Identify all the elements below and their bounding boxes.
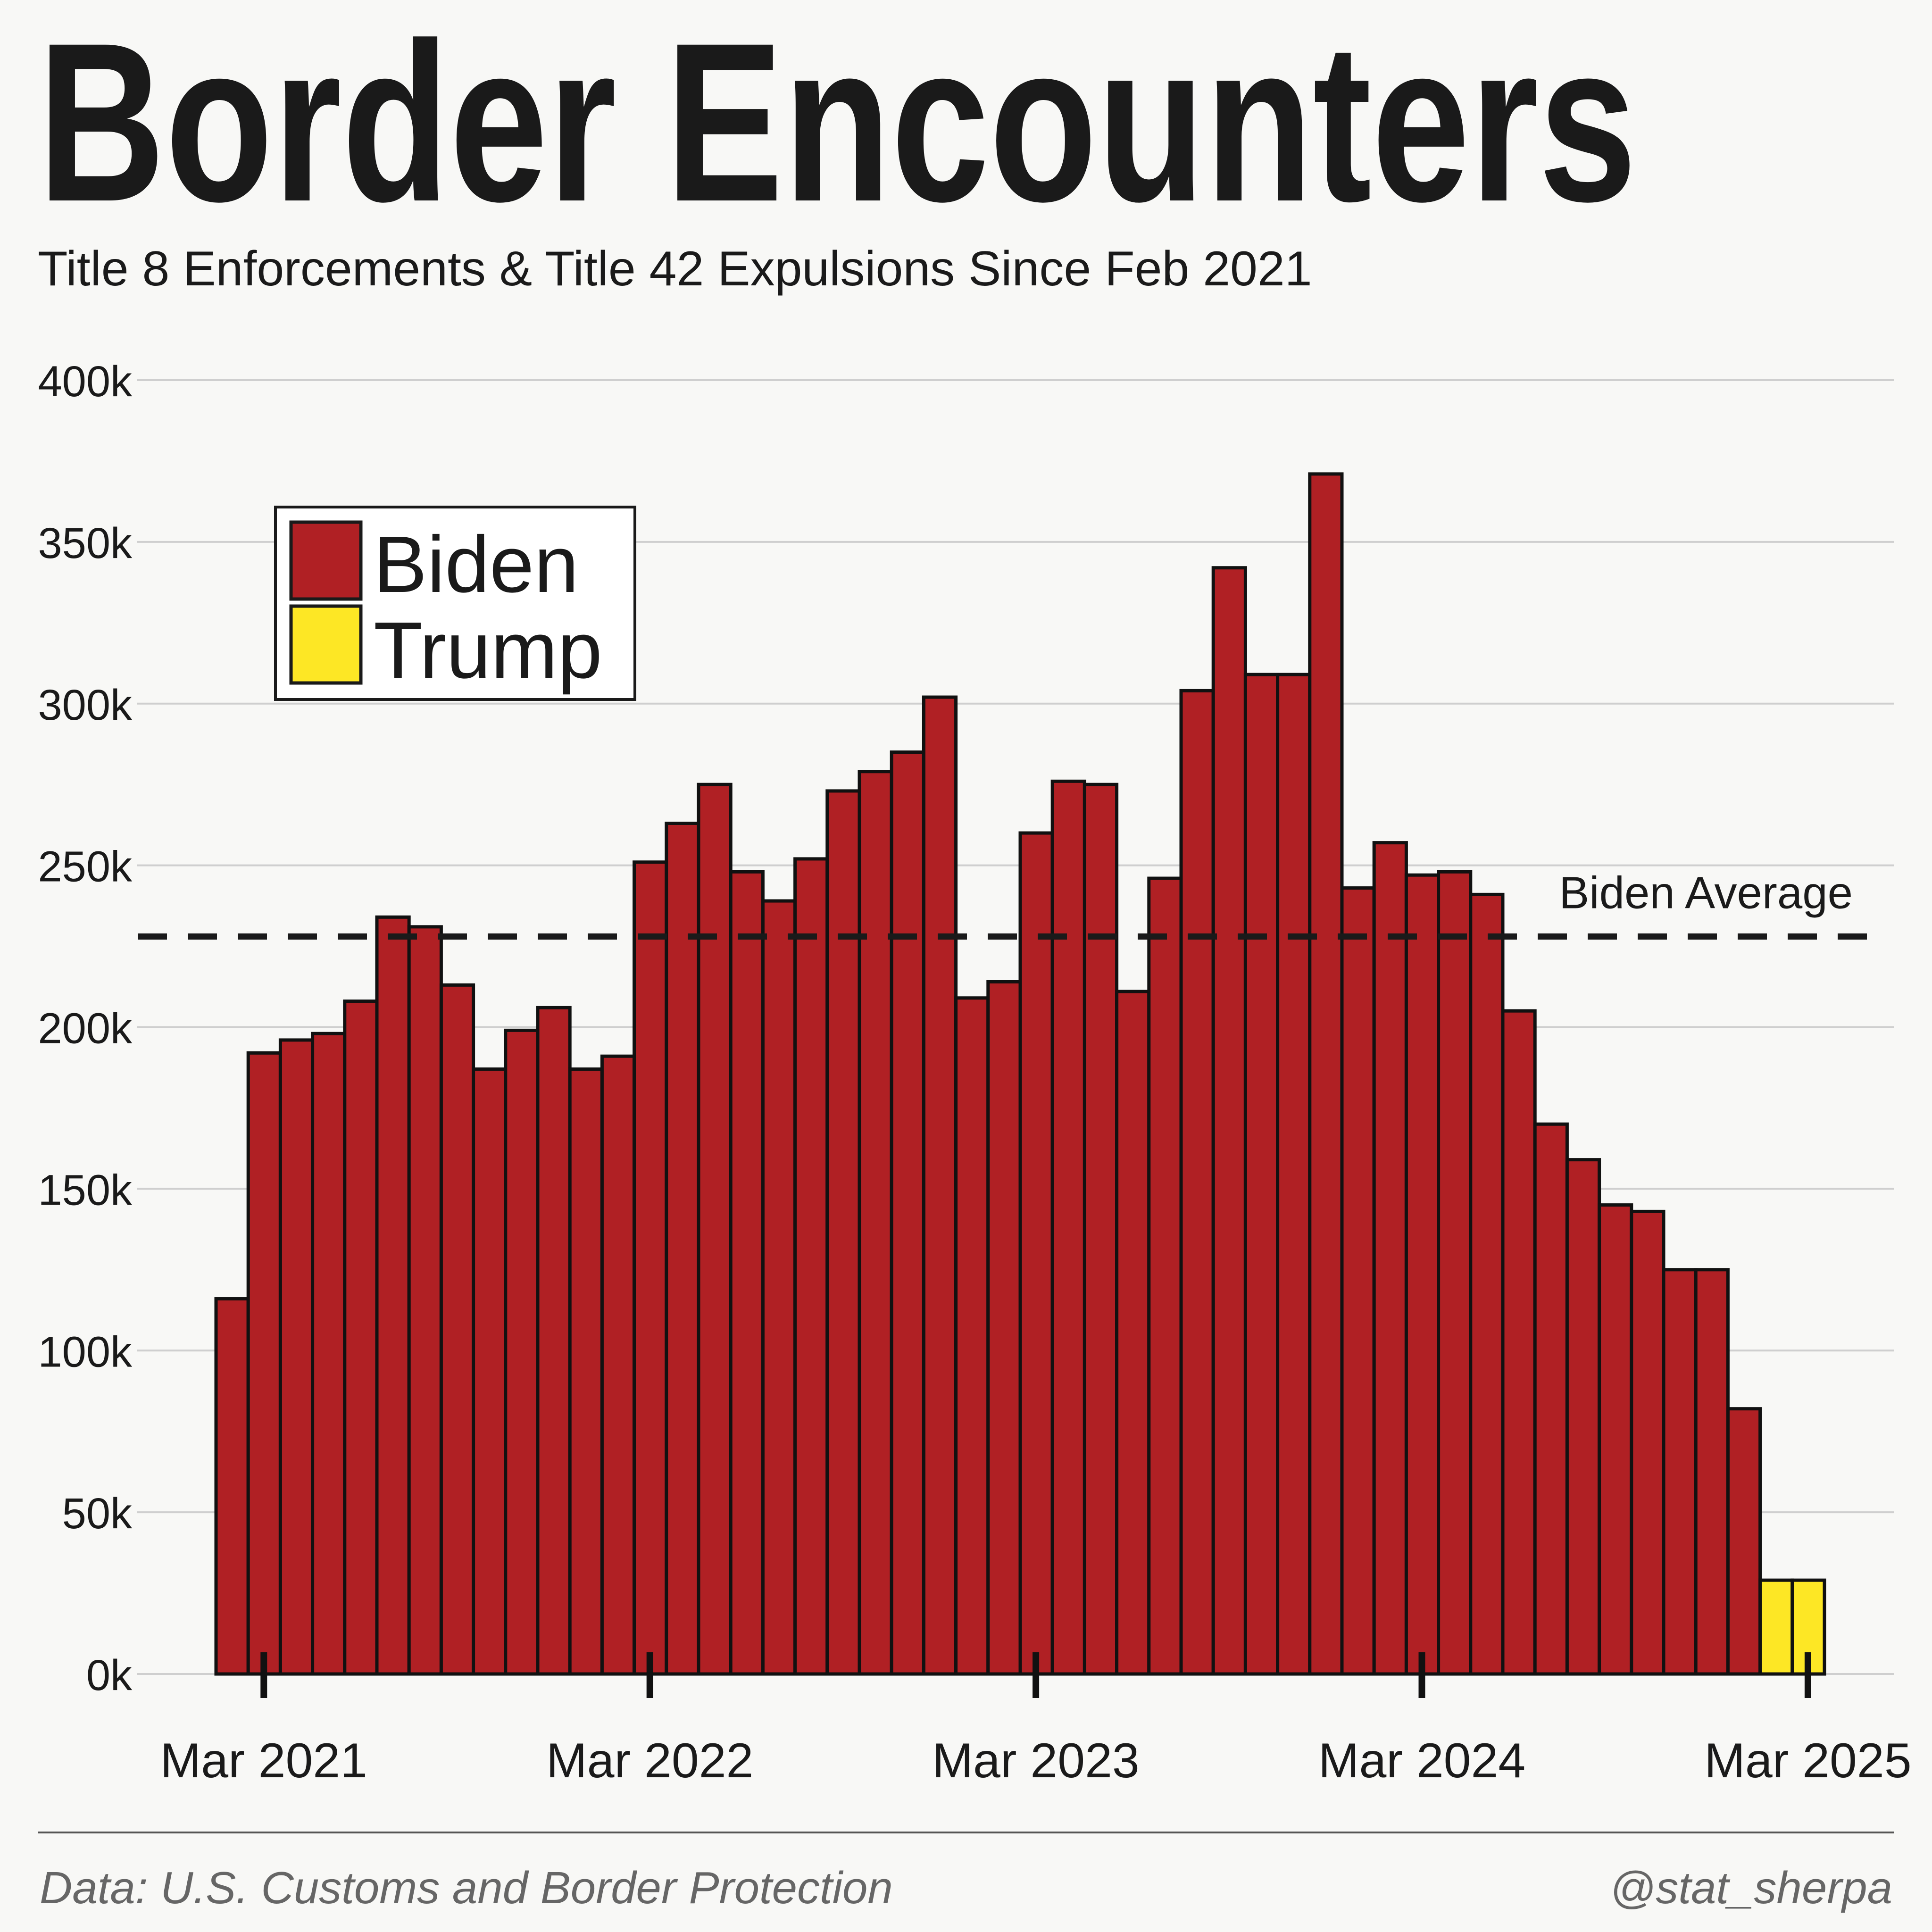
chart-subtitle: Title 8 Enforcements & Title 42 Expulsio… bbox=[38, 242, 1312, 296]
y-tick-label: 0k bbox=[86, 1651, 133, 1699]
legend-label-trump: Trump bbox=[374, 606, 602, 695]
y-tick-label: 350k bbox=[38, 519, 133, 567]
bar-biden bbox=[986, 980, 1022, 1676]
y-tick-label: 400k bbox=[38, 358, 133, 406]
bar-biden bbox=[375, 915, 411, 1676]
bar-biden bbox=[504, 1028, 540, 1676]
biden-average-label: Biden Average bbox=[1559, 867, 1853, 918]
y-tick-label: 100k bbox=[38, 1328, 133, 1376]
x-tick-label: Mar 2021 bbox=[160, 1733, 367, 1788]
legend-swatch-biden bbox=[289, 520, 363, 601]
bar-biden bbox=[472, 1067, 508, 1676]
y-tick-label: 300k bbox=[38, 681, 133, 729]
bar-series bbox=[214, 472, 1826, 1676]
y-tick-label: 50k bbox=[62, 1490, 133, 1538]
bar-biden bbox=[1598, 1203, 1633, 1676]
bar-biden bbox=[1211, 566, 1247, 1676]
bar-biden bbox=[278, 1038, 315, 1676]
reference-line-group: Biden Average bbox=[138, 867, 1882, 940]
footer-source: Data: U.S. Customs and Border Protection bbox=[40, 1863, 893, 1913]
x-tick-label: Mar 2024 bbox=[1318, 1733, 1525, 1788]
bar-biden bbox=[1565, 1158, 1601, 1676]
bar-biden bbox=[1404, 873, 1441, 1676]
x-tick-label: Mar 2022 bbox=[546, 1733, 753, 1788]
y-tick-label: 200k bbox=[38, 1005, 133, 1053]
bar-biden bbox=[729, 870, 765, 1676]
bar-biden bbox=[1662, 1268, 1698, 1676]
bar-biden bbox=[1179, 689, 1215, 1676]
bar-trump bbox=[1758, 1578, 1794, 1676]
bar-biden bbox=[1147, 876, 1183, 1676]
bar-biden bbox=[600, 1054, 636, 1676]
bar-biden bbox=[1243, 673, 1280, 1676]
bar-biden bbox=[407, 925, 443, 1676]
bar-biden bbox=[697, 783, 733, 1676]
bar-biden bbox=[954, 996, 990, 1676]
bar-biden bbox=[1726, 1407, 1762, 1676]
bar-biden bbox=[1276, 673, 1312, 1676]
bar-biden bbox=[214, 1297, 250, 1676]
bar-biden bbox=[246, 1051, 282, 1676]
bar-biden bbox=[1018, 831, 1054, 1676]
legend: Biden Trump bbox=[274, 506, 636, 701]
bar-biden bbox=[1694, 1268, 1730, 1676]
bar-biden bbox=[1469, 892, 1505, 1676]
bar-biden bbox=[761, 899, 797, 1676]
bar-biden bbox=[858, 770, 893, 1676]
legend-label-biden: Biden bbox=[374, 520, 579, 609]
bar-biden bbox=[793, 857, 829, 1676]
bar-biden bbox=[1372, 841, 1408, 1676]
bar-biden bbox=[922, 695, 958, 1676]
legend-swatch-trump bbox=[289, 604, 363, 685]
bar-biden bbox=[1437, 870, 1473, 1676]
bar-biden bbox=[1340, 886, 1376, 1676]
bar-biden bbox=[311, 1032, 347, 1676]
bar-biden bbox=[1083, 783, 1119, 1676]
bar-biden bbox=[343, 999, 379, 1676]
chart-title: Border Encounters bbox=[38, 0, 1637, 249]
bar-biden bbox=[1050, 779, 1086, 1676]
bar-biden bbox=[536, 1006, 572, 1676]
bar-biden bbox=[633, 860, 668, 1676]
bar-biden bbox=[825, 789, 861, 1676]
bar-biden bbox=[439, 983, 475, 1676]
y-tick-label: 250k bbox=[38, 843, 133, 891]
bar-biden bbox=[1630, 1209, 1666, 1676]
bar-biden bbox=[1115, 990, 1151, 1676]
x-axis-ticks: Mar 2021 Mar 2022 Mar 2023 Mar 2024 Mar 2025 bbox=[160, 1652, 1912, 1788]
bar-biden bbox=[568, 1067, 604, 1676]
bar-biden bbox=[1308, 472, 1344, 1676]
y-axis-ticks: 0k 50k 100k 150k 200k 250k 300k 350k 400k bbox=[38, 358, 133, 1699]
bar-biden bbox=[890, 750, 925, 1676]
x-tick-label: Mar 2023 bbox=[932, 1733, 1139, 1788]
x-tick-label: Mar 2025 bbox=[1704, 1733, 1911, 1788]
bar-biden bbox=[1533, 1122, 1569, 1676]
y-tick-label: 150k bbox=[38, 1166, 133, 1214]
bar-biden bbox=[665, 821, 700, 1676]
bar-biden bbox=[1501, 1009, 1537, 1676]
footer-credit: @stat_sherpa bbox=[1610, 1863, 1892, 1913]
